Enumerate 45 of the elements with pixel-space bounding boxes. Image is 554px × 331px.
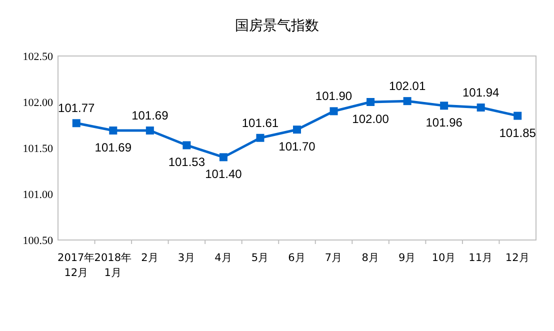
data-label: 101.40 [205,167,242,182]
data-label: 101.96 [426,116,463,130]
y-tick-label: 102.00 [22,97,54,109]
x-tick-label: 2月 [141,252,159,264]
point [293,126,301,134]
point [72,119,80,128]
x-tick-label: 12月 [505,252,530,264]
point [476,104,485,112]
data-label: 101.90 [315,89,352,104]
point [330,107,338,116]
data-label: 102.00 [352,112,390,126]
point [514,112,522,120]
y-tick-label: 101.00 [22,189,54,201]
x-tick-label: 3月 [178,252,196,264]
point [440,102,448,110]
data-label: 101.77 [58,101,96,116]
point [146,126,154,135]
chart-title: 国房景气指数 [235,18,319,34]
data-label: 101.69 [94,140,132,155]
x-tick-label: 2017年 12月 [58,252,96,279]
y-tick-label: 101.50 [22,143,54,155]
point [366,98,375,106]
point [256,134,264,142]
x-tick-label: 8月 [362,252,380,264]
x-tick-label: 10月 [432,252,456,264]
data-label: 101.94 [462,86,500,100]
data-label: 102.01 [388,79,426,94]
x-tick-label: 4月 [214,252,232,264]
data-label: 101.70 [278,140,316,154]
point [219,153,228,162]
data-label: 101.53 [168,155,206,170]
x-tick-label: 5月 [251,252,270,264]
data-label: 101.85 [499,126,536,140]
point [182,141,191,150]
data-label: 101.61 [242,116,279,130]
x-tick-label: 11月 [468,252,494,264]
y-tick-label: 100.50 [22,235,54,247]
y-tick-label: 102.50 [22,51,54,63]
data-label: 101.69 [132,108,169,123]
point [403,97,412,106]
x-tick-label: 7月 [324,252,343,264]
x-tick-label: 9月 [398,252,416,264]
x-tick-label: 6月 [288,252,306,264]
point [109,126,118,135]
x-tick-label: 2018年 1月 [94,252,132,279]
